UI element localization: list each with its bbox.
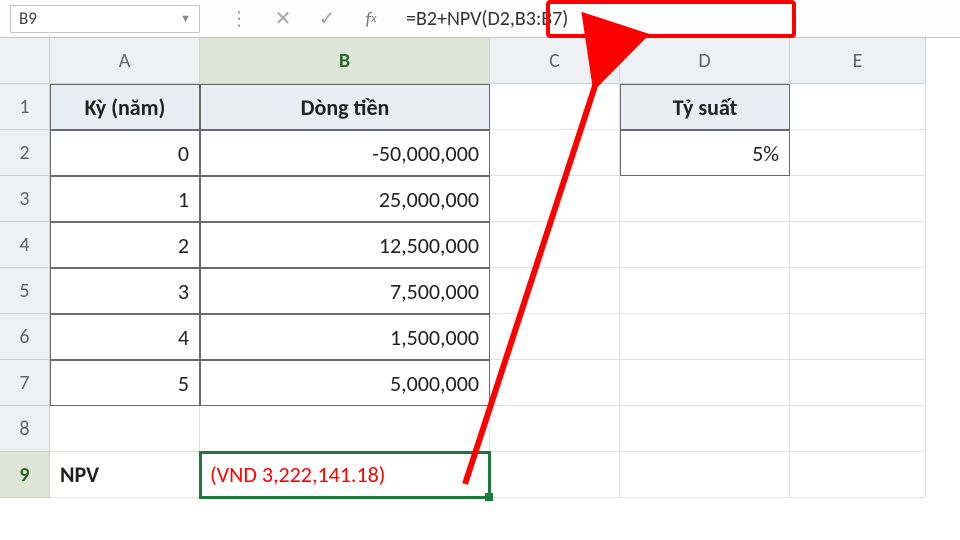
cell-B7[interactable]: 5,000,000: [200, 360, 490, 406]
cell-D8[interactable]: [620, 406, 790, 452]
cell-A7[interactable]: 5: [50, 360, 200, 406]
row-header-5[interactable]: 5: [0, 268, 50, 314]
row-header-1[interactable]: 1: [0, 84, 50, 130]
cell-C4[interactable]: [490, 222, 620, 268]
column-header-D[interactable]: D: [620, 38, 790, 84]
cell-C8[interactable]: [490, 406, 620, 452]
cell-C7[interactable]: [490, 360, 620, 406]
cell-C5[interactable]: [490, 268, 620, 314]
cell-A4[interactable]: 2: [50, 222, 200, 268]
cell-A1[interactable]: Kỳ (năm): [50, 84, 200, 130]
row-header-8[interactable]: 8: [0, 406, 50, 452]
cell-D2[interactable]: 5%: [620, 130, 790, 176]
formula-bar-icons: ⋮ ✕ ✓ fx: [228, 8, 382, 30]
confirm-icon[interactable]: ✓: [316, 8, 338, 30]
cell-E7[interactable]: [790, 360, 926, 406]
cell-E2[interactable]: [790, 130, 926, 176]
cell-C2[interactable]: [490, 130, 620, 176]
formula-bar: B9 ▼ ⋮ ✕ ✓ fx =B2+NPV(D2,B3:B7): [0, 0, 960, 38]
column-header-B[interactable]: B: [200, 38, 490, 84]
cell-A2[interactable]: 0: [50, 130, 200, 176]
cell-E3[interactable]: [790, 176, 926, 222]
cell-B5[interactable]: 7,500,000: [200, 268, 490, 314]
fx-icon[interactable]: fx: [360, 8, 382, 30]
cell-E5[interactable]: [790, 268, 926, 314]
cell-C3[interactable]: [490, 176, 620, 222]
cell-E8[interactable]: [790, 406, 926, 452]
cell-A3[interactable]: 1: [50, 176, 200, 222]
cell-E6[interactable]: [790, 314, 926, 360]
cell-B2[interactable]: -50,000,000: [200, 130, 490, 176]
row-header-6[interactable]: 6: [0, 314, 50, 360]
cell-A9[interactable]: NPV: [50, 452, 200, 498]
formula-input[interactable]: =B2+NPV(D2,B3:B7): [400, 5, 950, 33]
cell-D3[interactable]: [620, 176, 790, 222]
cell-E4[interactable]: [790, 222, 926, 268]
name-box-value: B9: [19, 8, 37, 29]
cell-C1[interactable]: [490, 84, 620, 130]
cell-E1[interactable]: [790, 84, 926, 130]
name-box[interactable]: B9 ▼: [10, 5, 200, 33]
row-header-7[interactable]: 7: [0, 360, 50, 406]
cell-B8[interactable]: [200, 406, 490, 452]
row-header-3[interactable]: 3: [0, 176, 50, 222]
column-header-E[interactable]: E: [790, 38, 926, 84]
spreadsheet-grid[interactable]: ABCDE1Kỳ (năm)Dòng tiềnTỷ suất20-50,000,…: [0, 38, 960, 498]
dots-icon: ⋮: [228, 8, 250, 30]
cancel-icon[interactable]: ✕: [272, 8, 294, 30]
row-header-9[interactable]: 9: [0, 452, 50, 498]
cell-C6[interactable]: [490, 314, 620, 360]
row-header-2[interactable]: 2: [0, 130, 50, 176]
chevron-down-icon[interactable]: ▼: [180, 12, 191, 25]
cell-A5[interactable]: 3: [50, 268, 200, 314]
cell-A6[interactable]: 4: [50, 314, 200, 360]
cell-D5[interactable]: [620, 268, 790, 314]
cell-B3[interactable]: 25,000,000: [200, 176, 490, 222]
cell-D6[interactable]: [620, 314, 790, 360]
column-header-C[interactable]: C: [490, 38, 620, 84]
cell-B9[interactable]: (VND 3,222,141.18): [200, 452, 490, 498]
select-all-corner[interactable]: [0, 38, 50, 84]
cell-B1[interactable]: Dòng tiền: [200, 84, 490, 130]
cell-A8[interactable]: [50, 406, 200, 452]
cell-D1[interactable]: Tỷ suất: [620, 84, 790, 130]
cell-D7[interactable]: [620, 360, 790, 406]
row-header-4[interactable]: 4: [0, 222, 50, 268]
cell-B6[interactable]: 1,500,000: [200, 314, 490, 360]
cell-D4[interactable]: [620, 222, 790, 268]
cell-B4[interactable]: 12,500,000: [200, 222, 490, 268]
formula-text: =B2+NPV(D2,B3:B7): [406, 7, 568, 31]
column-header-A[interactable]: A: [50, 38, 200, 84]
cell-E9[interactable]: [790, 452, 926, 498]
cell-D9[interactable]: [620, 452, 790, 498]
cell-C9[interactable]: [490, 452, 620, 498]
